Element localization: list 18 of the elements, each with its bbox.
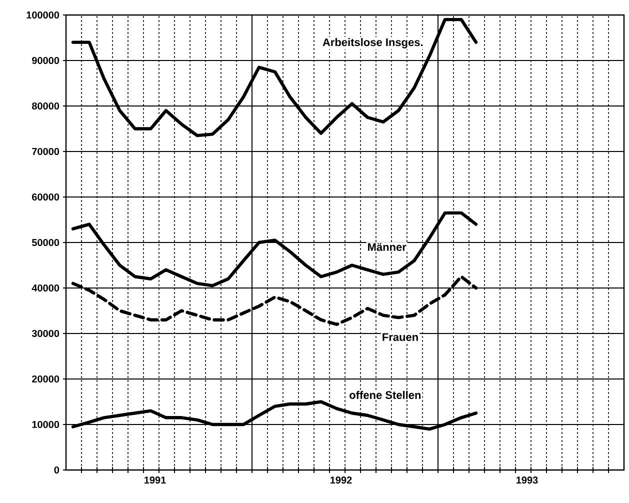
y-tick-label: 40000 xyxy=(32,284,60,292)
y-tick-label: 50000 xyxy=(32,238,60,246)
series-label: Frauen xyxy=(382,333,418,341)
y-tick-label: 80000 xyxy=(32,102,60,110)
y-tick-label: 100000 xyxy=(26,11,60,19)
series-label: offene Stellen xyxy=(350,390,421,399)
x-tick-label: 1993 xyxy=(516,476,538,484)
y-tick-label: 30000 xyxy=(32,330,60,338)
y-tick-label: 90000 xyxy=(32,56,60,64)
series-label: Männer xyxy=(368,243,406,251)
y-tick-label: 0 xyxy=(54,466,60,474)
x-tick-label: 1992 xyxy=(330,476,352,484)
series-label: Arbeitslose Insges. xyxy=(322,38,423,48)
y-tick-label: 10000 xyxy=(32,420,60,428)
y-tick-label: 60000 xyxy=(32,193,60,201)
y-tick-label: 20000 xyxy=(32,375,60,383)
x-tick-label: 1991 xyxy=(144,476,166,484)
y-tick-label: 70000 xyxy=(32,148,60,156)
